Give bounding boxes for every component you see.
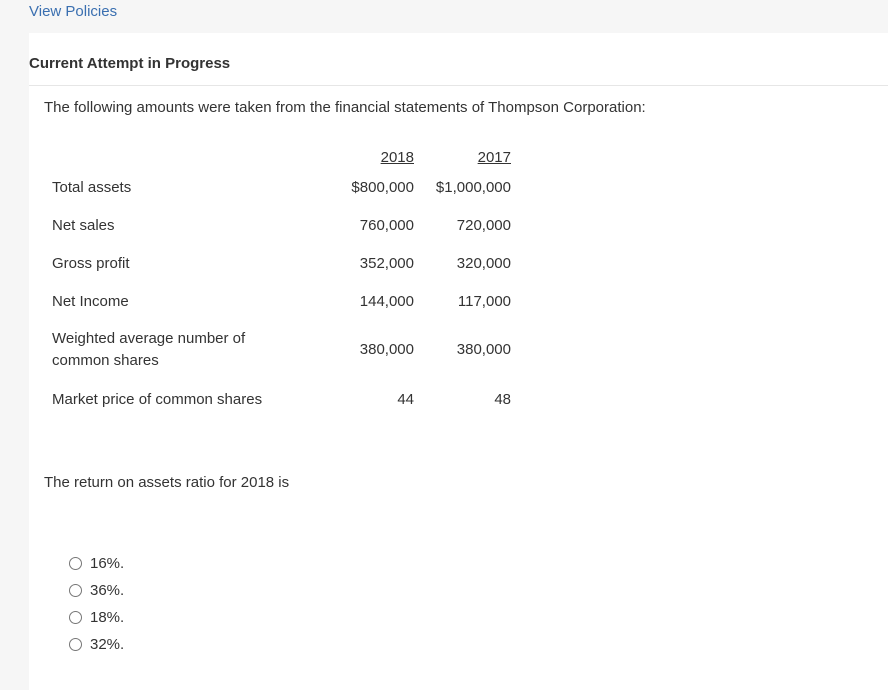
option-label: 36%. xyxy=(90,582,125,599)
option-label: 18%. xyxy=(90,609,125,626)
question-panel: Current Attempt in Progress The followin… xyxy=(29,33,888,690)
row-value-2018: $800,000 xyxy=(351,178,414,196)
row-value-2017: 117,000 xyxy=(457,292,511,310)
row-value-2017: 320,000 xyxy=(456,254,511,272)
answer-options: 16%. 36%. 18%. 32%. xyxy=(69,550,124,658)
row-label-line: Weighted average number of xyxy=(52,330,246,347)
financial-table: 2018 2017 Total assets $800,000 $1,000,0… xyxy=(44,146,511,418)
answer-option[interactable]: 32%. xyxy=(69,631,124,658)
attempt-title: Current Attempt in Progress xyxy=(29,55,231,72)
divider xyxy=(29,85,888,86)
col-header-2017: 2017 xyxy=(414,146,511,168)
option-label: 32%. xyxy=(90,636,125,653)
row-value-2018: 352,000 xyxy=(359,254,414,272)
row-value-2017: 380,000 xyxy=(456,341,511,358)
table-row: Net Income 144,000 117,000 xyxy=(44,282,511,320)
header-blank xyxy=(44,146,322,168)
row-label: Market price of common shares xyxy=(52,390,263,408)
row-label: Net sales xyxy=(52,216,115,234)
view-policies-link[interactable]: View Policies xyxy=(29,3,118,20)
row-value-2017: 48 xyxy=(494,390,511,408)
row-value-2018: 44 xyxy=(397,390,414,408)
row-value-2018: 144,000 xyxy=(359,292,414,310)
table-row: Market price of common shares 44 48 xyxy=(44,380,511,418)
row-value-2018: 760,000 xyxy=(359,216,414,234)
col-2017-label: 2017 xyxy=(477,148,511,166)
radio-button[interactable] xyxy=(69,611,82,624)
row-label: Gross profit xyxy=(52,254,130,272)
table-row: Net sales 760,000 720,000 xyxy=(44,206,511,244)
answer-option[interactable]: 36%. xyxy=(69,577,124,604)
row-label: Total assets xyxy=(52,178,132,196)
radio-button[interactable] xyxy=(69,638,82,651)
answer-option[interactable]: 16%. xyxy=(69,550,124,577)
question-prompt: The return on assets ratio for 2018 is xyxy=(44,474,290,491)
radio-button[interactable] xyxy=(69,557,82,570)
table-row: Weighted average number of common shares… xyxy=(44,320,511,380)
row-label-line: common shares xyxy=(52,352,159,369)
table-row: Gross profit 352,000 320,000 xyxy=(44,244,511,282)
radio-button[interactable] xyxy=(69,584,82,597)
row-value-2017: $1,000,000 xyxy=(435,178,511,196)
answer-option[interactable]: 18%. xyxy=(69,604,124,631)
row-value-2017: 720,000 xyxy=(456,216,511,234)
table-header-row: 2018 2017 xyxy=(44,146,511,168)
question-intro: The following amounts were taken from th… xyxy=(44,99,646,116)
row-value-2018: 380,000 xyxy=(359,341,414,358)
col-header-2018: 2018 xyxy=(322,146,414,168)
row-label: Net Income xyxy=(52,292,129,310)
option-label: 16%. xyxy=(90,555,125,572)
table-row: Total assets $800,000 $1,000,000 xyxy=(44,168,511,206)
col-2018-label: 2018 xyxy=(380,148,414,166)
row-label: Weighted average number of common shares xyxy=(44,320,322,380)
